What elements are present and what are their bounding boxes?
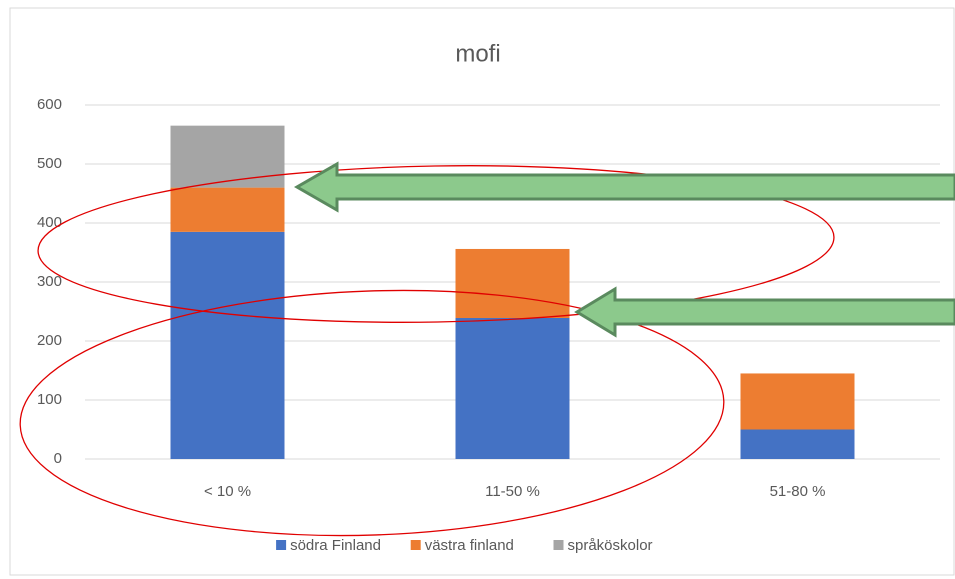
x-tick-label: 11-50 % (485, 483, 540, 500)
legend: södra Finland västra finland språköskolor (276, 537, 653, 554)
x-tick-label: < 10 % (204, 483, 251, 500)
annotation-arrow (293, 161, 955, 213)
x-tick-label: 51-80 % (770, 483, 826, 500)
bar-segment (170, 231, 285, 459)
y-tick-label: 500 (37, 155, 62, 172)
y-tick-label: 600 (37, 96, 62, 113)
legend-swatch (410, 540, 421, 550)
bar-segment (170, 125, 285, 188)
y-tick-label: 100 (37, 391, 62, 408)
legend-label: västra finland (425, 537, 514, 554)
legend-label: språköskolor (568, 537, 653, 554)
legend-swatch (553, 540, 564, 550)
bar-segment (170, 187, 285, 232)
y-tick-label: 300 (37, 273, 62, 290)
y-tick-label: 0 (54, 450, 62, 467)
legend-swatch (276, 540, 287, 550)
bar-segment (455, 317, 570, 459)
plot: 0 100 200 300 400 500 600 < 10 % 11-50 % 51-80 % (37, 96, 940, 500)
bar-segment (455, 248, 570, 318)
y-tick-label: 200 (37, 332, 62, 349)
chart-title: mofi (455, 40, 500, 67)
annotation-arrow (574, 286, 955, 338)
y-tick-label: 400 (37, 214, 62, 231)
annotation-ellipse (37, 165, 835, 323)
annotation-ellipse (19, 289, 725, 537)
bar-segment (740, 373, 855, 430)
bar-segment (740, 429, 855, 459)
legend-label: södra Finland (290, 537, 381, 554)
annotations (19, 161, 955, 537)
